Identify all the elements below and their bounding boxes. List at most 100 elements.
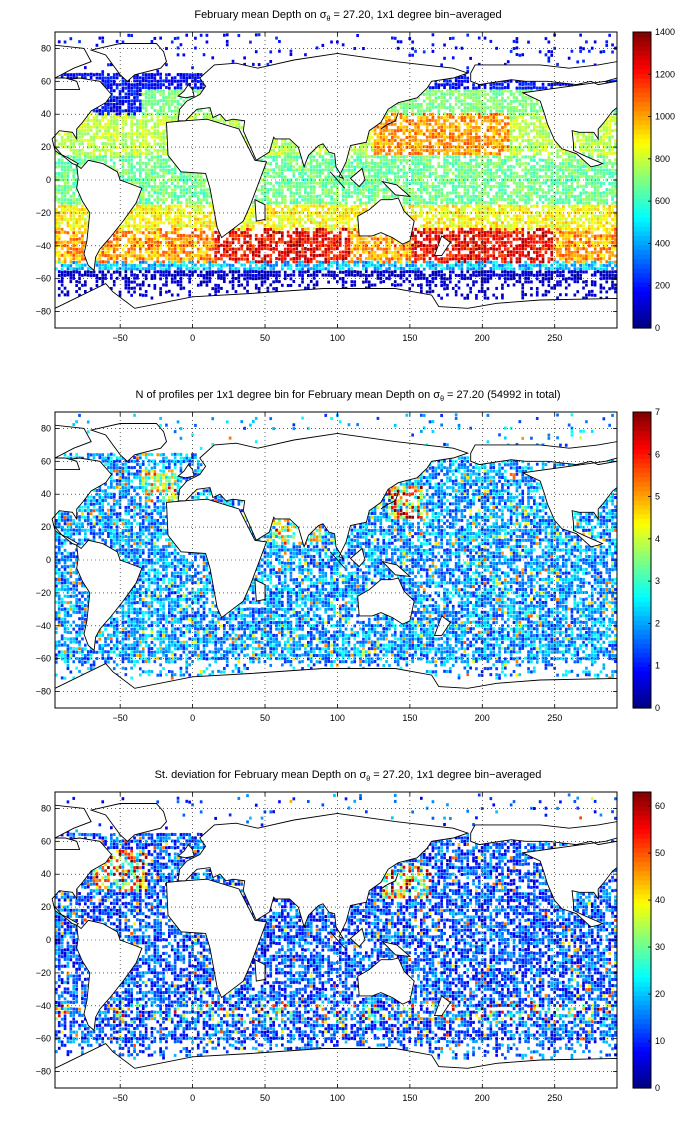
- data-cell: [414, 138, 417, 142]
- data-cell: [338, 231, 342, 235]
- data-cell: [524, 126, 527, 130]
- data-cell: [295, 155, 299, 159]
- data-cell: [321, 221, 325, 225]
- data-cell: [405, 188, 409, 192]
- data-cell: [269, 204, 273, 208]
- data-cell: [367, 161, 371, 165]
- data-cell: [147, 168, 151, 172]
- data-cell: [556, 227, 559, 231]
- data-cell: [382, 154, 386, 158]
- data-cell: [486, 106, 490, 110]
- data-cell: [373, 194, 377, 198]
- data-cell: [521, 174, 525, 178]
- data-cell: [254, 198, 258, 202]
- data-cell: [286, 221, 290, 225]
- data-cell: [81, 128, 84, 132]
- data-cell: [480, 99, 484, 103]
- data-cell: [556, 201, 559, 205]
- data-cell: [535, 142, 539, 146]
- data-cell: [344, 188, 348, 192]
- data-cell: [446, 161, 449, 165]
- data-cell: [547, 138, 551, 142]
- data-cell: [182, 185, 186, 189]
- data-cell: [196, 86, 200, 90]
- data-cell: [524, 178, 527, 182]
- data-cell: [75, 198, 78, 202]
- data-cell: [547, 151, 551, 155]
- data-cell: [527, 191, 530, 195]
- data-cell: [512, 135, 516, 139]
- data-cell: [275, 198, 278, 202]
- data-cell: [512, 39, 516, 43]
- data-cell: [527, 171, 530, 175]
- data-cell: [362, 162, 365, 166]
- data-cell: [521, 135, 525, 139]
- data-cell: [153, 178, 157, 182]
- data-cell: [567, 155, 571, 159]
- data-cell: [359, 142, 362, 146]
- data-cell: [611, 204, 614, 208]
- data-cell: [365, 188, 368, 192]
- data-cell: [170, 40, 174, 44]
- data-cell: [341, 43, 345, 47]
- data-cell: [434, 82, 438, 86]
- data-cell: [194, 228, 197, 232]
- data-cell: [449, 138, 452, 142]
- data-cell: [449, 191, 452, 195]
- data-cell: [460, 227, 464, 231]
- data-cell: [254, 50, 258, 54]
- data-cell: [509, 155, 513, 159]
- data-cell: [443, 83, 446, 87]
- data-cell: [124, 148, 128, 152]
- data-cell: [353, 148, 357, 152]
- data-cell: [477, 210, 481, 214]
- data-cell: [156, 79, 160, 83]
- data-cell: [312, 201, 316, 205]
- data-cell: [385, 155, 388, 159]
- data-cell: [176, 201, 180, 205]
- data-cell: [605, 43, 609, 47]
- data-cell: [144, 92, 148, 96]
- data-cell: [344, 165, 348, 169]
- data-cell: [512, 227, 516, 231]
- data-cell: [162, 103, 165, 107]
- data-cell: [309, 181, 313, 185]
- data-cell: [489, 99, 493, 103]
- data-cell: [391, 155, 394, 159]
- data-cell: [144, 168, 148, 172]
- data-cell: [596, 138, 600, 142]
- data-cell: [266, 231, 270, 235]
- data-cell: [608, 204, 611, 208]
- data-cell: [92, 142, 96, 146]
- data-cell: [420, 119, 423, 123]
- data-cell: [196, 220, 200, 224]
- data-cell: [95, 43, 99, 47]
- data-cell: [434, 221, 438, 225]
- data-cell: [338, 214, 342, 218]
- data-cell: [411, 152, 414, 156]
- data-cell: [196, 182, 200, 186]
- data-cell: [283, 178, 287, 182]
- data-cell: [483, 85, 487, 89]
- data-cell: [278, 224, 281, 228]
- data-cell: [208, 224, 212, 228]
- data-cell: [179, 83, 183, 87]
- data-cell: [486, 142, 490, 146]
- data-cell: [136, 211, 139, 215]
- data-cell: [141, 115, 145, 119]
- data-cell: [367, 171, 371, 175]
- data-cell: [562, 165, 565, 169]
- data-cell: [84, 129, 87, 133]
- data-cell: [596, 191, 600, 195]
- data-cell: [530, 214, 533, 218]
- data-cell: [562, 148, 565, 152]
- data-cell: [477, 92, 481, 96]
- data-cell: [84, 211, 87, 215]
- data-cell: [521, 103, 525, 107]
- data-cell: [78, 208, 81, 212]
- data-cell: [521, 139, 525, 143]
- data-cell: [353, 168, 357, 172]
- data-cell: [463, 188, 467, 192]
- data-cell: [504, 145, 507, 149]
- data-cell: [199, 79, 203, 83]
